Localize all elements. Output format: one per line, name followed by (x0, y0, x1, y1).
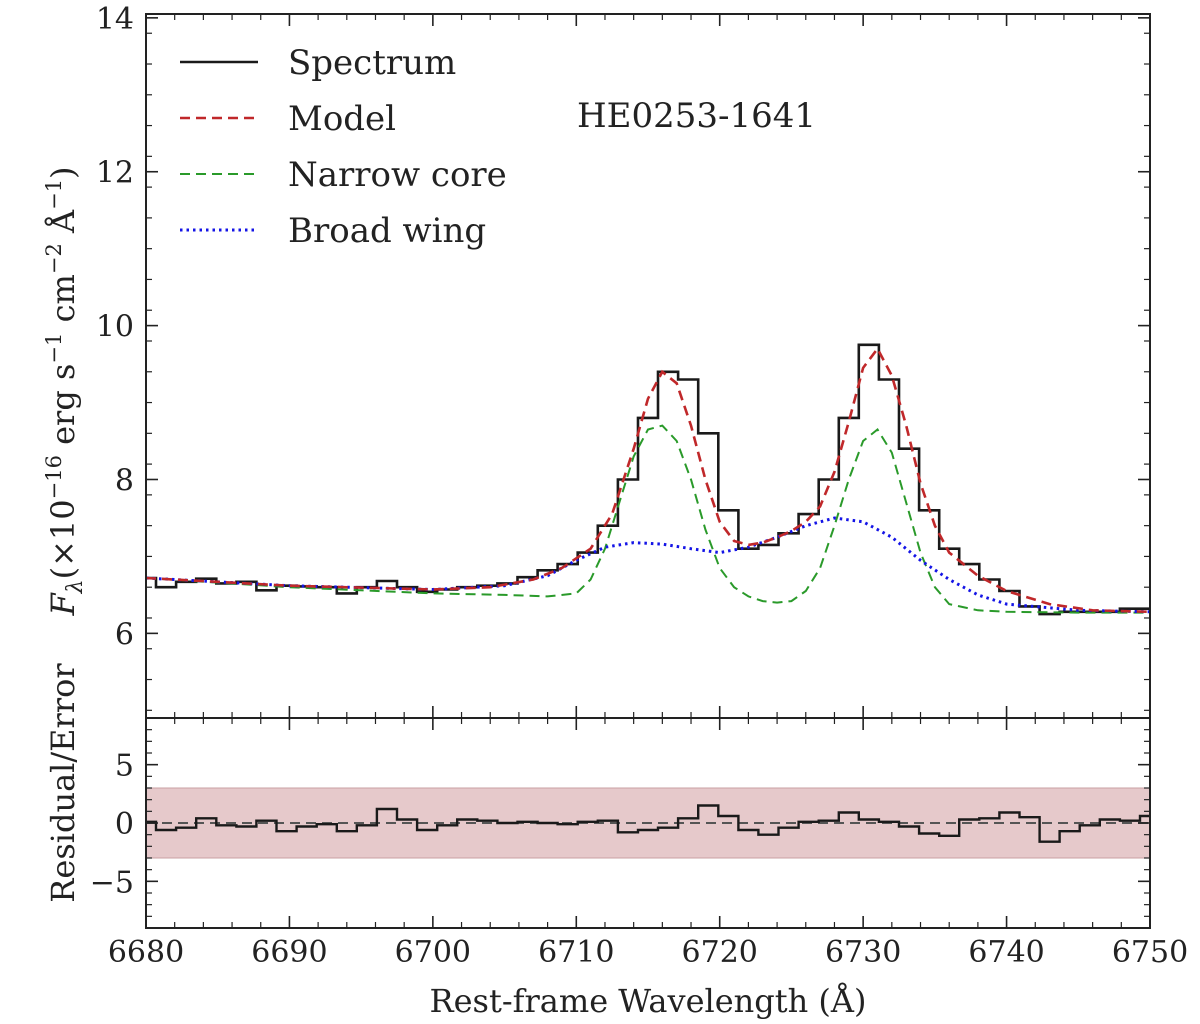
main-ytick-label: 8 (115, 463, 134, 498)
ylabel-mid1: erg s (44, 364, 82, 455)
main-series-group (145, 343, 1151, 616)
xtick-label: 6680 (108, 935, 184, 970)
residual-series-group (146, 804, 1150, 843)
legend-label: Broad wing (288, 211, 486, 251)
ylabel-mid2: cm (44, 274, 82, 332)
ylabel-exp3: −2 (42, 243, 66, 274)
series-residual (146, 804, 1150, 843)
legend-label: Spectrum (288, 43, 456, 83)
res-ytick-label: −5 (90, 865, 134, 900)
legend: Spectrum Model Narrow core Broad wing (180, 43, 507, 251)
series-model (145, 346, 1151, 614)
res-ytick-label: 0 (115, 807, 134, 842)
ylabel-exp4: −1 (42, 179, 66, 210)
ylabel-f: F (44, 592, 82, 617)
ylabel-sub: λ (63, 579, 88, 594)
object-name-annotation: HE0253-1641 (577, 96, 816, 136)
series-narrow-core (145, 424, 1150, 614)
series-spectrum (146, 343, 1150, 616)
xtick-label: 6730 (825, 935, 901, 970)
xtick-label: 6740 (968, 935, 1044, 970)
ylabel-exp2: −1 (42, 333, 66, 364)
ylabel-post: ) (44, 166, 82, 178)
xtick-label: 6700 (395, 935, 471, 970)
residual-y-axis-label: Residual/Error (44, 663, 82, 903)
res-ytick-label: 5 (115, 749, 134, 784)
legend-label: Model (288, 99, 396, 139)
main-panel: 6 8 10 12 14 HE0253-1641 Spectrum Model Narrow… (42, 2, 1151, 719)
x-axis-label: Rest-frame Wavelength (Å) (430, 982, 867, 1020)
ylabel-exp1: −16 (42, 455, 66, 499)
xtick-label: 6690 (251, 935, 327, 970)
legend-label: Narrow core (288, 155, 507, 195)
main-y-axis-label: Fλ(×10−16 erg s−1 cm−2 Å−1) (42, 166, 88, 616)
ylabel-pre: (×10 (44, 499, 82, 579)
ylabel-mid3: Å (44, 209, 82, 243)
main-ytick-label: 6 (115, 617, 134, 652)
residual-x-ticks: 6680 6690 6700 6710 6720 6730 6740 6750 (108, 718, 1188, 970)
xtick-label: 6710 (538, 935, 614, 970)
xtick-label: 6750 (1112, 935, 1188, 970)
series-broad-wing (145, 516, 1151, 614)
residual-panel: −5 0 5 6680 6690 6700 6710 6720 6730 6740 6750 Re… (44, 663, 1188, 1020)
main-ytick-label: 14 (96, 2, 134, 37)
main-ytick-label: 10 (96, 310, 134, 345)
main-frame (145, 13, 1151, 719)
main-ytick-label: 12 (96, 156, 134, 191)
xtick-label: 6720 (682, 935, 758, 970)
